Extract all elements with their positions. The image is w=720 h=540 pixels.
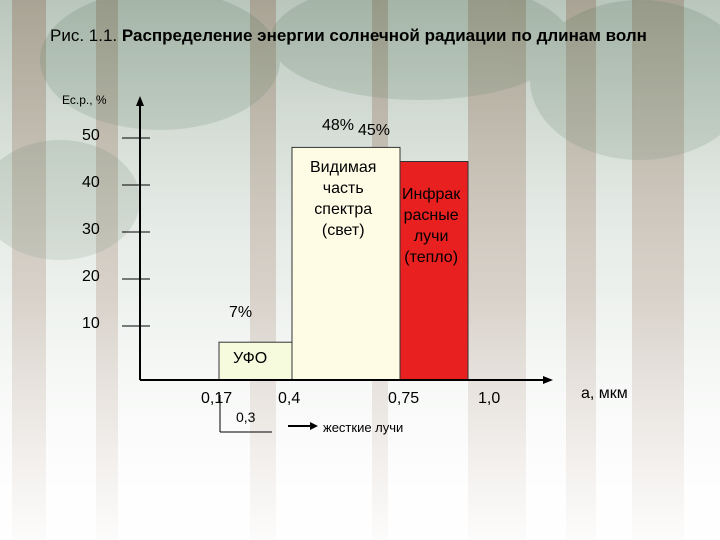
visible-bar [291, 146, 401, 381]
x-tick-label: 0,4 [278, 390, 301, 407]
uv-bar [218, 341, 293, 381]
y-tick-label: 30 [82, 221, 100, 238]
y-axis-label: Ес.р., % [62, 93, 107, 107]
y-tick-label: 40 [82, 174, 100, 191]
y-tick-label: 50 [82, 127, 100, 144]
band-label-line: (свет) [321, 222, 365, 240]
band-label-line: часть [322, 180, 364, 198]
hard-rays-label: жесткие лучи [323, 420, 404, 435]
band-label-line: лучи [413, 227, 449, 245]
y-axis-arrow [136, 96, 144, 106]
x-axis-arrow [543, 376, 553, 384]
infrared-bar [399, 161, 469, 381]
sub-tick-label: 0,3 [236, 409, 256, 425]
value-label: 48% [322, 117, 355, 135]
bars-layer [218, 146, 469, 381]
band-label-line: (тепло) [404, 248, 459, 266]
chart-title: Рис. 1.1. Распределение энергии солнечно… [50, 26, 647, 46]
value-label: 45% [358, 121, 391, 139]
x-axis-label: a, мкм [581, 385, 628, 402]
figure-number: Рис. 1.1. [50, 26, 118, 45]
y-ticks-layer [122, 137, 150, 327]
band-label: УФО [233, 350, 268, 368]
value-label: 7% [229, 304, 253, 322]
x-tick-label: 0,17 [201, 390, 233, 407]
y-tick-label: 10 [82, 315, 100, 332]
band-label: Видимая часть спектра (свет) [310, 157, 376, 241]
band-label: Инфрак расные лучи (тепло) [402, 184, 460, 268]
band-label-line: расные [403, 206, 459, 224]
x-tick-label: 1,0 [478, 390, 501, 407]
band-label-line: спектра [314, 201, 373, 219]
band-label-line: Инфрак [402, 185, 461, 203]
hard-rays-arrowhead [310, 422, 318, 430]
x-tick-label: 0,75 [388, 390, 420, 407]
y-tick-label: 20 [82, 268, 100, 285]
title-text: Распределение энергии солнечной радиации… [121, 26, 647, 45]
band-label-line: Видимая [310, 159, 377, 177]
